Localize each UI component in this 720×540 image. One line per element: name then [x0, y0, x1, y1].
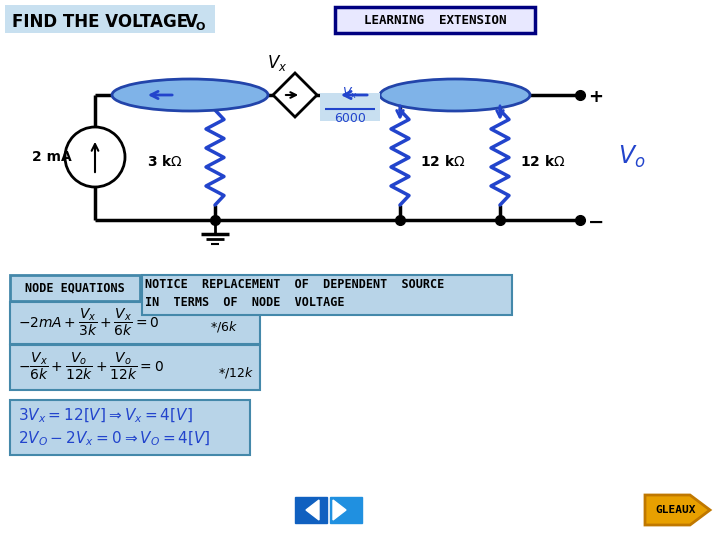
Text: $V_x$: $V_x$ [267, 53, 287, 73]
Ellipse shape [380, 79, 530, 111]
Text: $V_x$: $V_x$ [342, 86, 358, 101]
Text: $-\dfrac{V_x}{6k}+\dfrac{V_o}{12k}+\dfrac{V_o}{12k}=0$: $-\dfrac{V_x}{6k}+\dfrac{V_o}{12k}+\dfra… [18, 350, 164, 382]
Bar [10, 400, 250, 455]
Text: 12 k$\Omega$: 12 k$\Omega$ [420, 154, 466, 170]
Text: FIND THE VOLTAGE: FIND THE VOLTAGE [12, 13, 199, 31]
Text: NOTICE  REPLACEMENT  OF  DEPENDENT  SOURCE: NOTICE REPLACEMENT OF DEPENDENT SOURCE [145, 279, 444, 292]
Text: +: + [588, 88, 603, 106]
Polygon shape [333, 500, 346, 520]
Text: $V_o$: $V_o$ [618, 144, 646, 170]
Text: NODE EQUATIONS: NODE EQUATIONS [25, 281, 125, 294]
Polygon shape [306, 500, 319, 520]
Text: $3V_x=12[V]\Rightarrow V_x=4[V]$: $3V_x=12[V]\Rightarrow V_x=4[V]$ [18, 407, 193, 425]
Text: 12 k$\Omega$: 12 k$\Omega$ [520, 154, 565, 170]
Bar [10, 275, 140, 301]
Bar [295, 497, 327, 523]
Bar [10, 302, 260, 344]
Text: $*/12k$: $*/12k$ [218, 366, 254, 381]
Text: $*/6k$: $*/6k$ [210, 320, 238, 334]
Text: 2 mA: 2 mA [32, 150, 72, 164]
Text: −: − [588, 213, 604, 232]
Text: $2V_O-2V_x=0\Rightarrow V_O=4[V]$: $2V_O-2V_x=0\Rightarrow V_O=4[V]$ [18, 430, 210, 448]
Bar [320, 93, 380, 121]
Text: $-2mA+\dfrac{V_x}{3k}+\dfrac{V_x}{6k}=0$: $-2mA+\dfrac{V_x}{3k}+\dfrac{V_x}{6k}=0$ [18, 306, 159, 338]
Polygon shape [273, 73, 317, 117]
Bar [5, 5, 215, 33]
Text: V: V [185, 13, 198, 31]
Text: O: O [196, 22, 205, 32]
Text: LEARNING  EXTENSION: LEARNING EXTENSION [364, 14, 506, 26]
Text: 6000: 6000 [334, 112, 366, 125]
Circle shape [65, 127, 125, 187]
Text: 3 k$\Omega$: 3 k$\Omega$ [147, 154, 183, 170]
Text: IN  TERMS  OF  NODE  VOLTAGE: IN TERMS OF NODE VOLTAGE [145, 295, 344, 308]
Text: GLEAUX: GLEAUX [656, 505, 696, 515]
Bar [142, 275, 512, 315]
Ellipse shape [112, 79, 268, 111]
Bar [335, 7, 535, 33]
Bar [10, 345, 260, 390]
Bar [330, 497, 362, 523]
Polygon shape [645, 495, 710, 525]
